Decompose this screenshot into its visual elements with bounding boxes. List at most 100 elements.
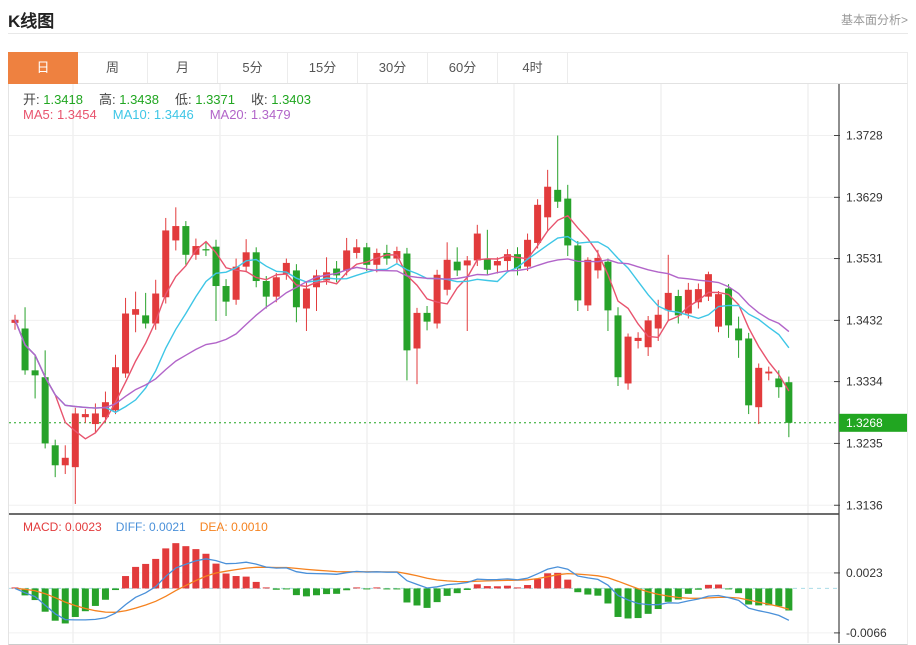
candle[interactable] [524, 239, 532, 267]
candle[interactable] [604, 261, 612, 311]
candle[interactable] [41, 377, 49, 444]
candle[interactable] [634, 337, 642, 341]
macd-axis-label: 0.0023 [846, 566, 883, 580]
candle[interactable] [544, 186, 552, 218]
macd-bar [564, 579, 572, 589]
candle[interactable] [152, 293, 160, 324]
tab-15分[interactable]: 15分 [288, 53, 358, 83]
candle[interactable] [272, 277, 280, 297]
candle[interactable] [232, 266, 240, 300]
candle[interactable] [403, 253, 411, 351]
candle[interactable] [31, 370, 39, 376]
tab-4时[interactable]: 4时 [498, 53, 568, 83]
tab-日[interactable]: 日 [8, 52, 78, 84]
candle[interactable] [654, 314, 662, 329]
candle[interactable] [383, 252, 391, 259]
candle[interactable] [755, 367, 763, 408]
macd-bar [664, 588, 672, 602]
candle[interactable] [81, 414, 89, 418]
macd-bar [152, 558, 160, 589]
candle[interactable] [433, 274, 441, 324]
candle[interactable] [162, 230, 170, 298]
candle[interactable] [21, 328, 29, 371]
macd-bar [413, 588, 421, 606]
candle[interactable] [725, 288, 733, 326]
candle[interactable] [503, 254, 511, 262]
macd-bar [302, 588, 310, 597]
candle[interactable] [493, 261, 501, 266]
candle[interactable] [463, 260, 471, 266]
candle[interactable] [554, 189, 562, 202]
candle[interactable] [413, 312, 421, 349]
candle[interactable] [142, 315, 150, 324]
candle[interactable] [172, 226, 180, 241]
macd-bar [21, 588, 29, 596]
candle[interactable] [112, 367, 119, 411]
dea-line [14, 566, 790, 613]
candle[interactable] [262, 281, 270, 297]
ma10-line [14, 235, 790, 414]
candle[interactable] [584, 259, 592, 306]
candle[interactable] [745, 338, 753, 406]
candle[interactable] [574, 245, 582, 301]
candle[interactable] [292, 270, 300, 308]
candle[interactable] [182, 226, 190, 255]
candle[interactable] [483, 258, 491, 270]
candle[interactable] [242, 252, 250, 267]
candle[interactable] [614, 315, 622, 378]
candle[interactable] [735, 328, 743, 341]
candle[interactable] [765, 371, 773, 374]
candle[interactable] [624, 336, 632, 384]
candle[interactable] [514, 254, 521, 269]
candle[interactable] [534, 204, 542, 243]
macd-bar [192, 549, 200, 589]
tab-周[interactable]: 周 [78, 53, 148, 83]
candle[interactable] [664, 292, 672, 311]
candle[interactable] [564, 198, 572, 246]
tab-60分[interactable]: 60分 [428, 53, 498, 83]
candle[interactable] [343, 250, 351, 271]
candle[interactable] [333, 268, 341, 276]
candle[interactable] [323, 272, 331, 281]
candle[interactable] [704, 274, 712, 297]
macd-bar [81, 588, 89, 612]
tab-5分[interactable]: 5分 [218, 53, 288, 83]
candle[interactable] [363, 247, 371, 265]
candle[interactable] [122, 313, 130, 374]
candle[interactable] [684, 289, 692, 314]
candle[interactable] [252, 252, 260, 282]
candle[interactable] [71, 413, 79, 468]
candle[interactable] [423, 312, 431, 322]
candle[interactable] [644, 320, 652, 348]
candle[interactable] [594, 257, 602, 271]
candle[interactable] [51, 445, 59, 466]
candle[interactable] [443, 259, 451, 290]
macd-bar [323, 588, 331, 595]
candle[interactable] [785, 382, 793, 423]
candle[interactable] [61, 457, 69, 466]
macd-bar [483, 586, 491, 589]
fundamental-analysis-link[interactable]: 基本面分析> [840, 13, 908, 27]
tab-月[interactable]: 月 [148, 53, 218, 83]
candle[interactable] [101, 402, 109, 418]
candle[interactable] [453, 261, 461, 271]
candle[interactable] [715, 294, 722, 327]
tab-30分[interactable]: 30分 [358, 53, 428, 83]
macd-bar [694, 588, 702, 590]
candle[interactable] [473, 233, 481, 261]
candle[interactable] [674, 296, 682, 316]
main-axis-label: 1.3235 [846, 436, 883, 450]
candle[interactable] [302, 288, 310, 309]
candle[interactable] [282, 262, 290, 275]
candle[interactable] [222, 286, 230, 302]
candle[interactable] [202, 249, 210, 251]
candle[interactable] [91, 413, 99, 425]
candle[interactable] [212, 246, 220, 287]
candle[interactable] [694, 289, 702, 303]
macd-bar [775, 588, 783, 607]
macd-bar [423, 588, 431, 608]
candle[interactable] [132, 309, 140, 315]
main-axis-label: 1.3531 [846, 252, 883, 266]
candle[interactable] [353, 247, 361, 253]
candle[interactable] [775, 378, 783, 388]
